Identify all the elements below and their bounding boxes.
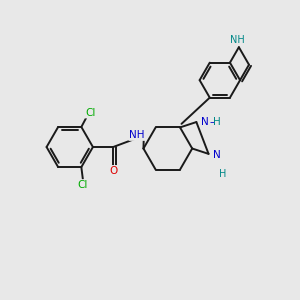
Text: Cl: Cl: [77, 180, 87, 190]
Text: NH: NH: [129, 130, 145, 140]
Text: H: H: [213, 117, 220, 127]
Text: N: N: [213, 150, 221, 160]
Text: N: N: [201, 117, 208, 127]
Text: Cl: Cl: [85, 108, 95, 118]
Text: –: –: [209, 117, 214, 127]
Text: NH: NH: [230, 35, 245, 45]
Text: H: H: [218, 158, 226, 179]
Text: O: O: [109, 166, 117, 176]
